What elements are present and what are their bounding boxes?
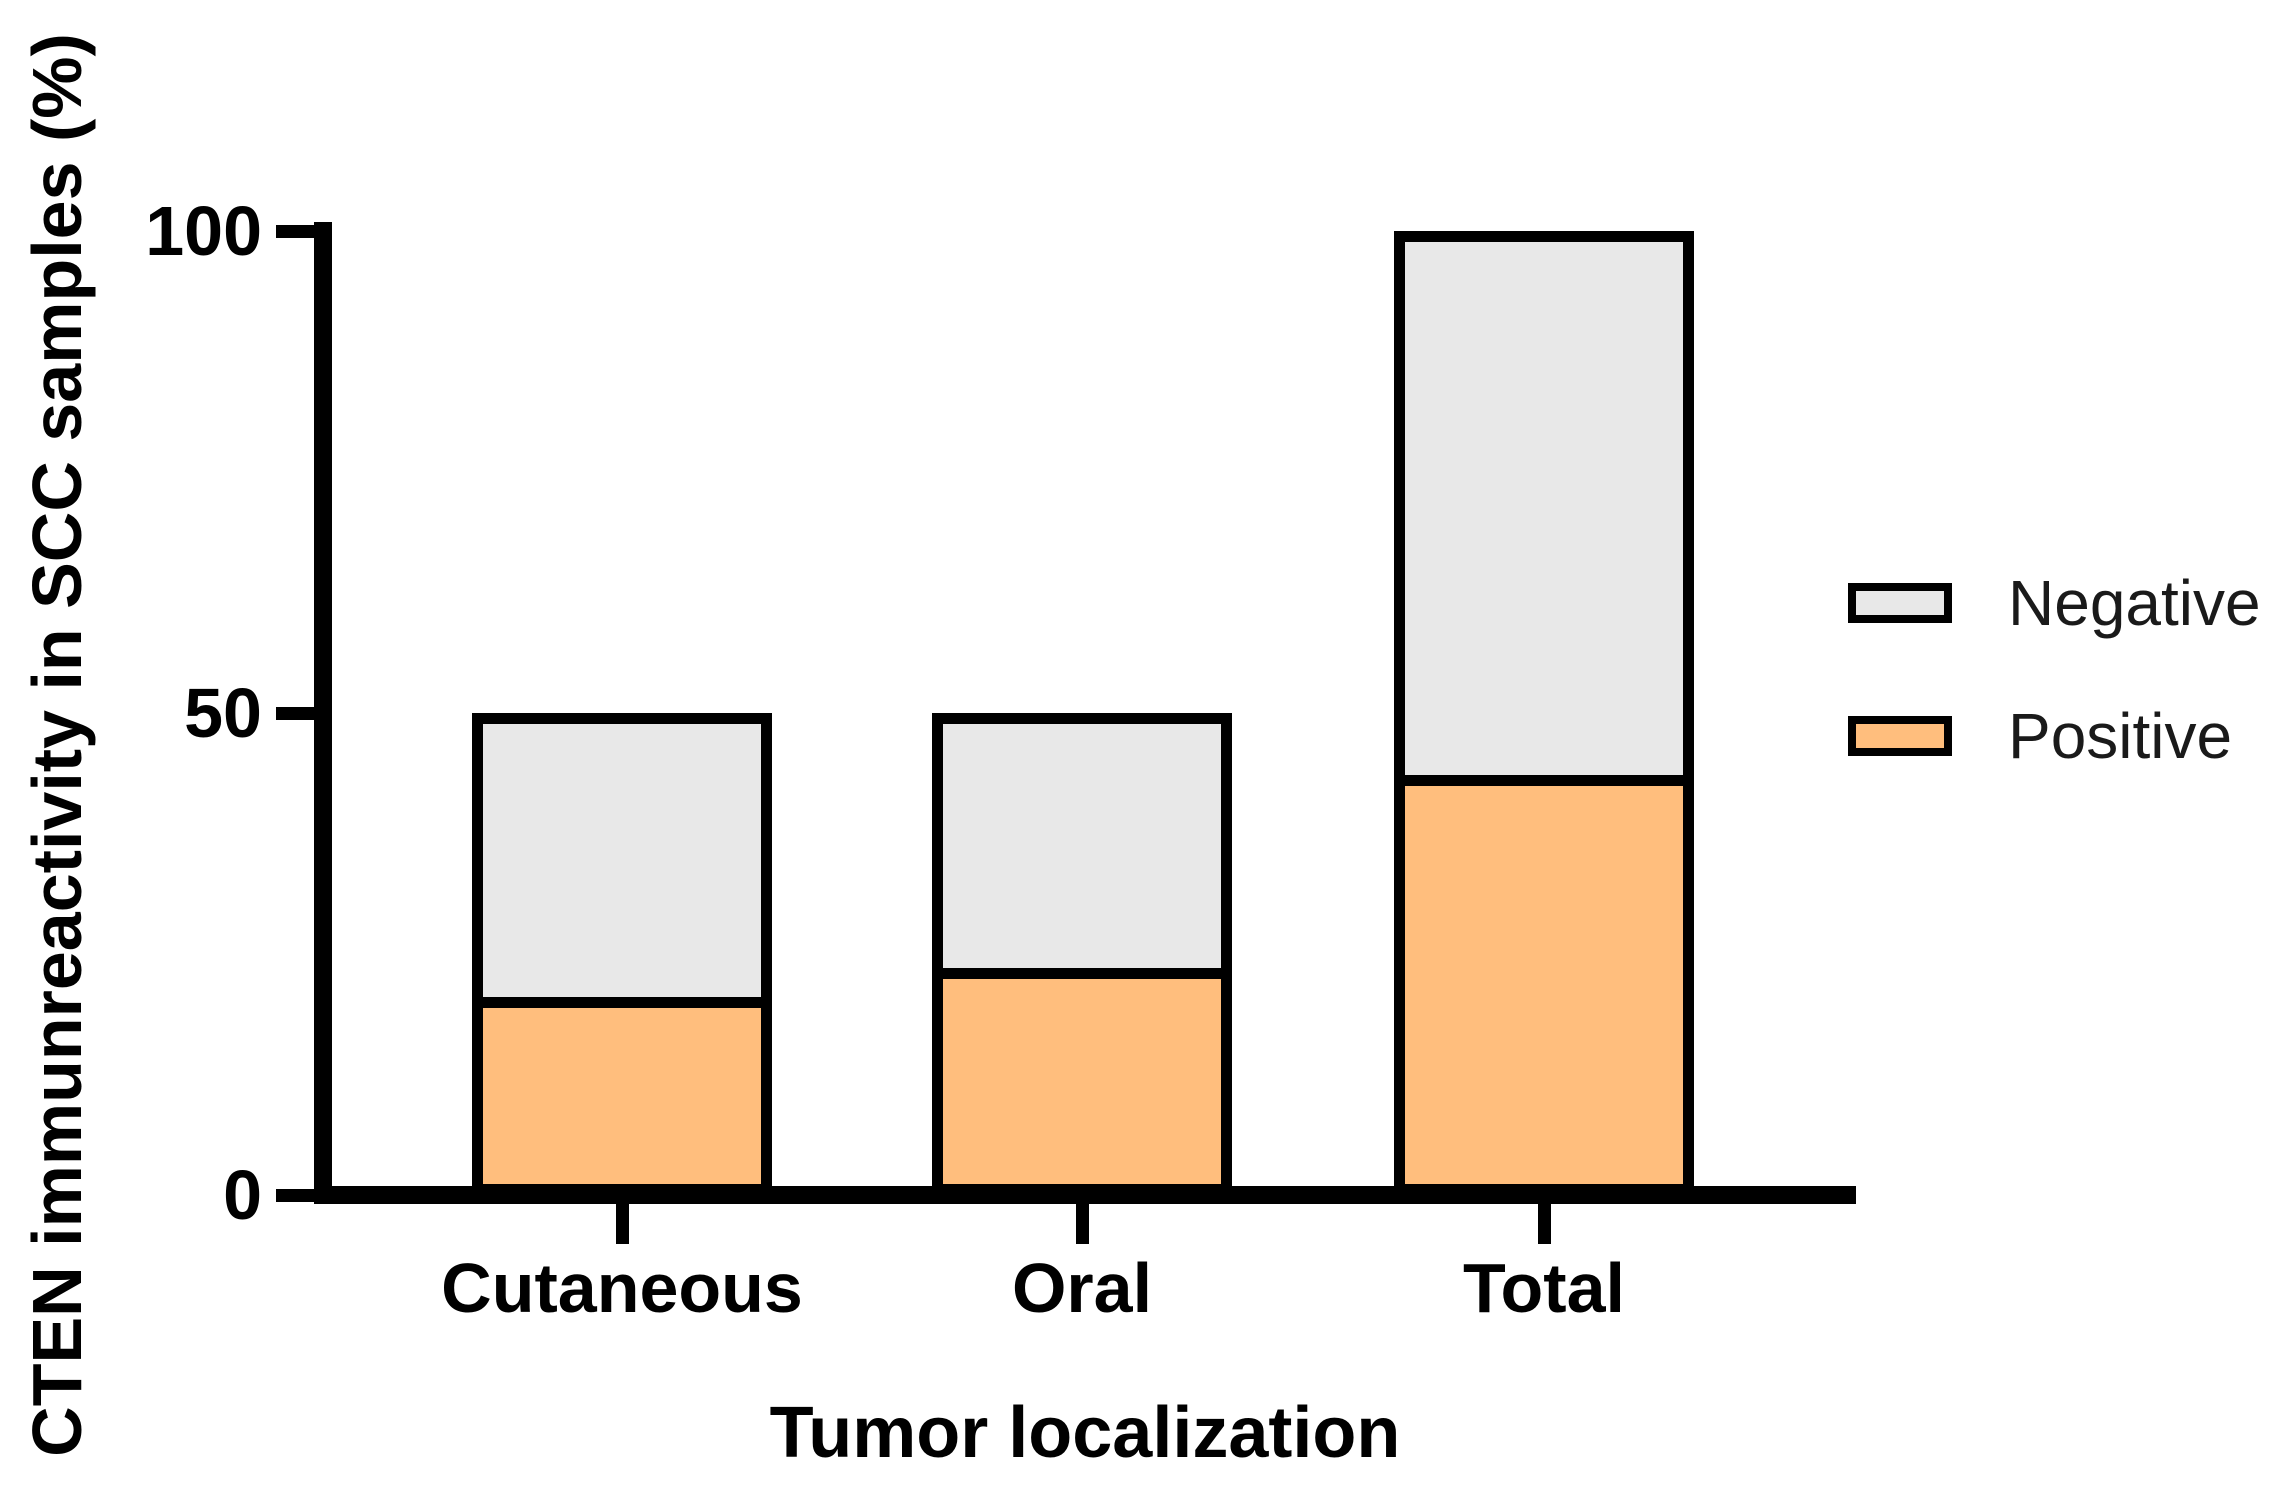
x-tick-mark [615, 1204, 629, 1244]
bar-cutaneous-positive-segment [483, 997, 761, 1184]
y-axis-line [314, 222, 332, 1204]
bar-oral-positive-segment [943, 968, 1221, 1184]
x-category-label: Oral [1011, 1249, 1153, 1327]
bar-total-positive-segment [1405, 775, 1683, 1184]
x-category-label: Total [1462, 1249, 1625, 1327]
bar-total-negative-segment [1394, 231, 1694, 1195]
legend: Negative Positive [1848, 571, 2261, 768]
bar-cutaneous-negative-segment [472, 713, 772, 1195]
legend-item-negative: Negative [1848, 571, 2261, 635]
x-tick-mark [1075, 1204, 1089, 1244]
legend-item-positive: Positive [1848, 704, 2261, 768]
legend-label-negative: Negative [2008, 567, 2261, 639]
bar-oral-negative-segment [932, 713, 1232, 1195]
y-tick-mark [276, 706, 314, 720]
legend-label-positive: Positive [2008, 700, 2233, 772]
y-tick-mark [276, 1188, 314, 1202]
y-tick-label: 0 [223, 1156, 262, 1234]
legend-swatch-positive [1848, 716, 1952, 756]
legend-swatch-negative [1848, 583, 1952, 623]
x-axis-title: Tumor localization [769, 1393, 1401, 1473]
x-category-label: Cutaneous [441, 1249, 803, 1327]
x-tick-mark [1537, 1204, 1551, 1244]
y-tick-mark [276, 224, 314, 238]
y-tick-label: 100 [145, 192, 262, 270]
y-tick-label: 50 [184, 674, 262, 752]
